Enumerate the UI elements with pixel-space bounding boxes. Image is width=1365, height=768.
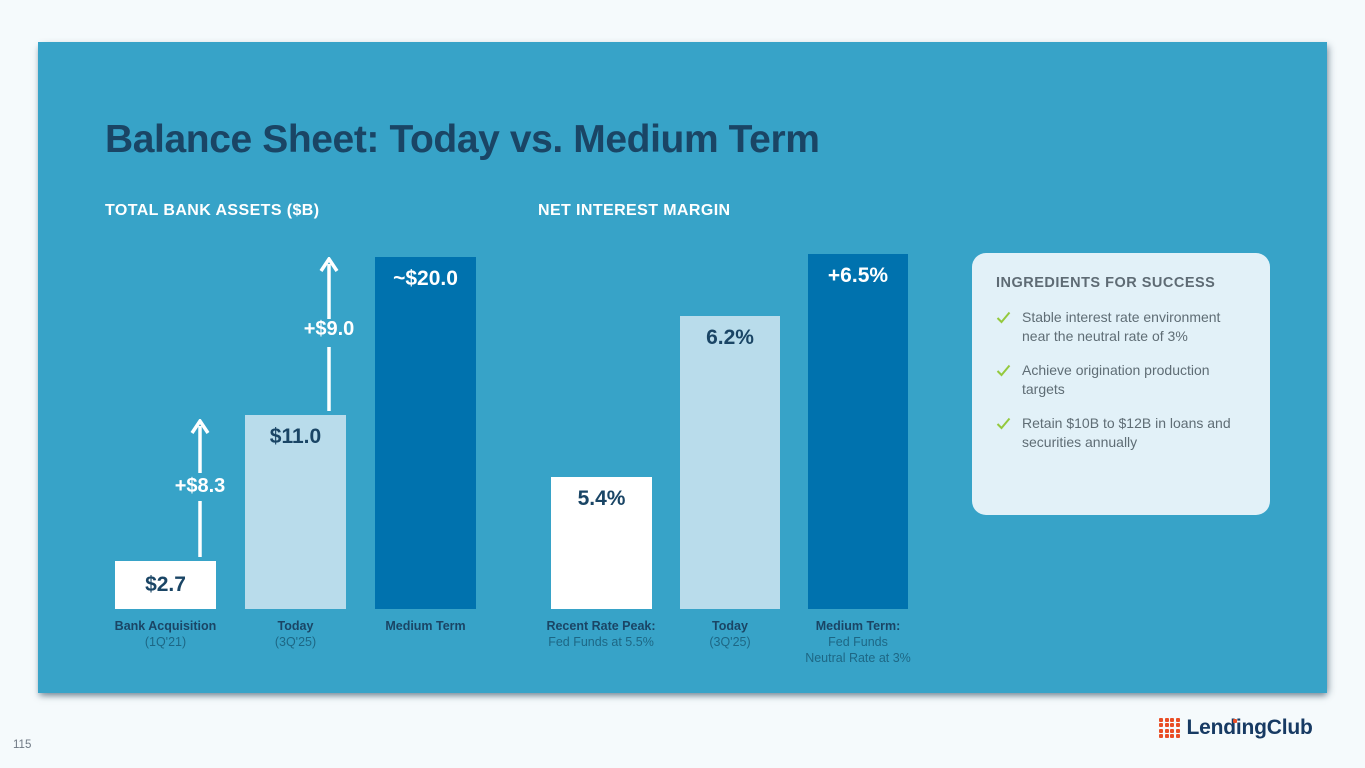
axis-label-bank-acquisition: Bank Acquisition (1Q'21) [85, 618, 246, 650]
brand-name: LendingClub [1187, 716, 1313, 740]
list-item: Stable interest rate environment near th… [996, 308, 1246, 345]
growth-annotation: +$8.3 [174, 475, 226, 497]
axis-category: Recent Rate Peak: [546, 619, 656, 633]
logo-i-dot [1232, 718, 1237, 723]
axis-category: Medium Term [385, 619, 466, 633]
axis-label-nim-medium-term: Medium Term: Fed Funds Neutral Rate at 3… [773, 618, 943, 666]
chart-title-total-bank-assets: TOTAL BANK ASSETS ($B) [105, 202, 320, 219]
bar-value-label: 6.2% [706, 326, 754, 349]
callout-item-text: Retain $10B to $12B in loans and securit… [1022, 415, 1231, 450]
checkmark-icon [996, 417, 1011, 430]
callout-item-text: Achieve origination production targets [1022, 362, 1210, 397]
axis-category: Bank Acquisition [114, 619, 217, 633]
axis-label-recent-rate-peak: Recent Rate Peak: Fed Funds at 5.5% [516, 618, 686, 650]
brand-name-text: LendingClub [1186, 716, 1313, 739]
ingredients-for-success-panel: INGREDIENTS FOR SUCCESS Stable interest … [972, 253, 1270, 515]
axis-label-nim-today: Today (3Q'25) [645, 618, 815, 650]
axis-category: Medium Term: [815, 619, 901, 633]
bar-assets-bank-acquisition: $2.7 [115, 561, 216, 609]
callout-item-text: Stable interest rate environment near th… [1022, 309, 1221, 344]
page-number: 115 [13, 739, 32, 751]
growth-arrow-icon [190, 419, 210, 557]
list-item: Achieve origination production targets [996, 361, 1246, 398]
bar-assets-today: $11.0 [245, 415, 346, 609]
bar-assets-medium-term: ~$20.0 [375, 257, 476, 609]
axis-label-assets-medium-term: Medium Term [345, 618, 506, 634]
bar-nim-today: 6.2% [680, 316, 780, 609]
lendingclub-logo: LendingClub [1159, 716, 1313, 740]
checkmark-icon [996, 311, 1011, 324]
chart-title-net-interest-margin: NET INTEREST MARGIN [538, 202, 731, 219]
axis-category: Today [277, 619, 314, 633]
bar-nim-medium-term: +6.5% [808, 254, 908, 609]
checkmark-icon [996, 364, 1011, 377]
axis-subtext: (3Q'25) [709, 635, 751, 649]
page-title: Balance Sheet: Today vs. Medium Term [105, 118, 820, 162]
axis-subtext: Neutral Rate at 3% [805, 651, 911, 665]
axis-category: Today [712, 619, 748, 633]
axis-subtext: Fed Funds at 5.5% [548, 635, 654, 649]
bar-value-label: ~$20.0 [393, 267, 458, 290]
callout-title: INGREDIENTS FOR SUCCESS [996, 275, 1216, 291]
axis-label-assets-today: Today (3Q'25) [215, 618, 376, 650]
bar-value-label: $11.0 [269, 425, 322, 448]
bar-value-label: +6.5% [827, 264, 889, 287]
slide: Balance Sheet: Today vs. Medium Term TOT… [38, 42, 1327, 693]
lendingclub-grid-icon [1159, 717, 1180, 739]
axis-subtext: (3Q'25) [274, 635, 317, 649]
axis-subtext: (1Q'21) [144, 635, 187, 649]
bar-nim-recent-rate-peak: 5.4% [551, 477, 652, 609]
growth-arrow-icon [319, 257, 339, 411]
bar-value-label: 5.4% [577, 487, 626, 510]
growth-annotation: +$9.0 [303, 318, 355, 340]
axis-subtext: Fed Funds [828, 635, 888, 649]
bar-value-label: $2.7 [145, 573, 186, 596]
list-item: Retain $10B to $12B in loans and securit… [996, 414, 1246, 451]
